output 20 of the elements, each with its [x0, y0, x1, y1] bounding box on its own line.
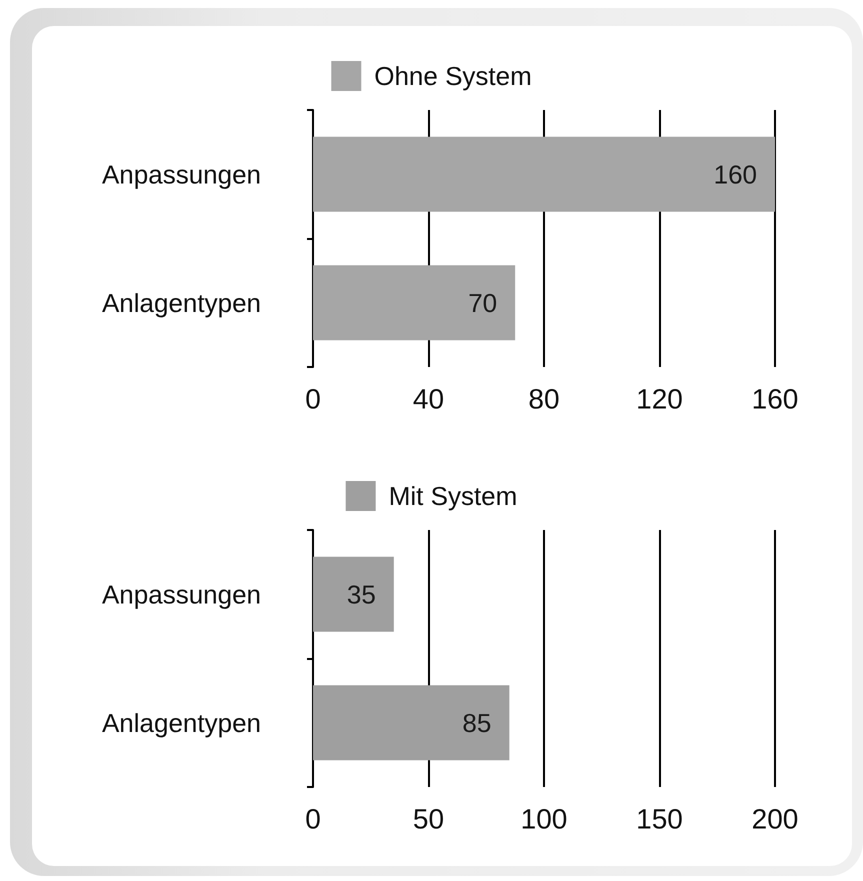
- x-tick-label: 0: [305, 804, 321, 834]
- x-tick-label: 120: [636, 384, 683, 414]
- x-tick-label: 0: [305, 384, 321, 414]
- data-label: 85: [462, 708, 492, 738]
- x-tick-label: 100: [520, 804, 568, 834]
- x-tick-label: 160: [752, 384, 798, 414]
- x-tick-label: 150: [636, 804, 683, 834]
- x-tick-label: 200: [752, 804, 798, 834]
- y-tick-label: Anlagentypen: [102, 288, 261, 318]
- y-tick-label: Anpassungen: [102, 579, 261, 610]
- legend-label: Ohne System: [374, 61, 532, 91]
- x-tick-label: 40: [412, 384, 444, 414]
- x-tick-label: 50: [412, 804, 444, 834]
- x-tick-label: 80: [528, 384, 560, 414]
- y-tick-label: Anlagentypen: [102, 708, 261, 738]
- data-label: 35: [346, 579, 376, 610]
- data-label: 160: [714, 159, 757, 190]
- data-label: 70: [468, 288, 498, 318]
- y-tick-label: Anpassungen: [102, 159, 261, 190]
- legend-label: Mit System: [388, 481, 518, 511]
